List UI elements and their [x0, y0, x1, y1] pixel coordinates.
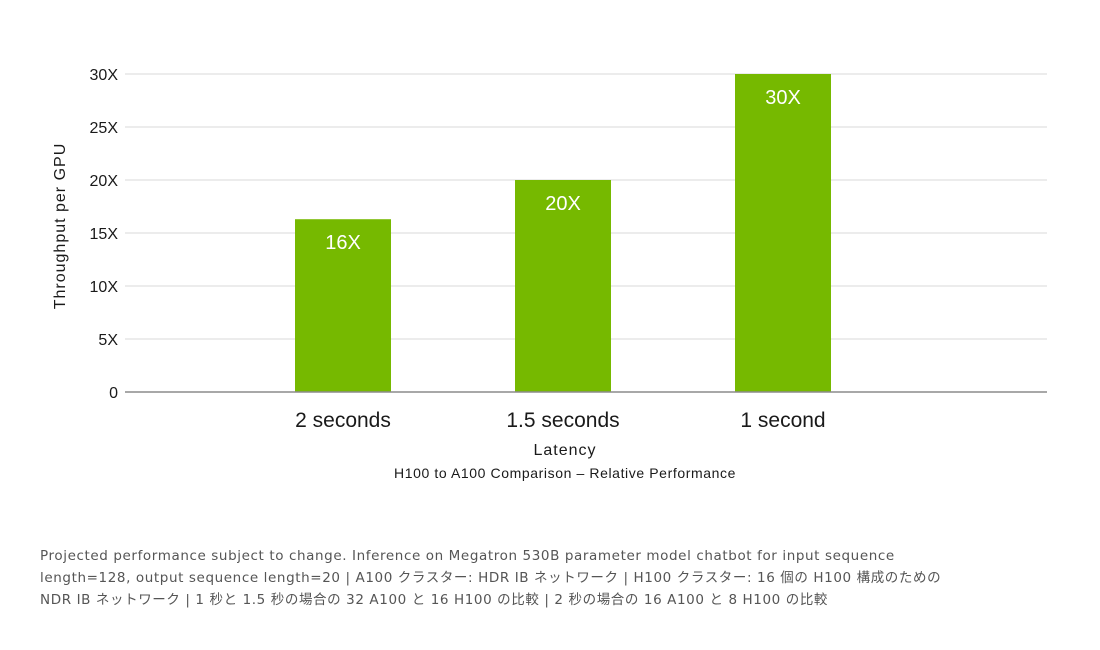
y-tick-label: 0 — [109, 385, 118, 402]
x-tick-label: 1 second — [740, 409, 825, 432]
y-tick-label: 30X — [90, 67, 119, 84]
footnote: Projected performance subject to change.… — [40, 545, 1000, 611]
bar-value-label: 20X — [545, 193, 581, 215]
bar — [735, 74, 831, 392]
footnote-line: length=128, output sequence length=20 | … — [40, 570, 942, 586]
x-axis-title: Latency — [533, 442, 596, 459]
bar-chart: 0 5X 10X 15X 20X 25X 30X 16X 20X 30X 2 seconds 1.… — [52, 67, 1047, 481]
bar-value-label: 16X — [325, 232, 361, 254]
y-tick-label: 25X — [90, 120, 119, 137]
chart-title: H100 to A100 Comparison – Relative Perfo… — [394, 465, 736, 481]
bar — [515, 180, 611, 392]
y-axis-title: Throughput per GPU — [52, 143, 69, 310]
x-axis-ticks: 2 seconds 1.5 seconds 1 second — [295, 409, 825, 432]
y-tick-label: 20X — [90, 173, 119, 190]
bars: 16X 20X 30X — [295, 74, 831, 392]
y-tick-label: 10X — [90, 279, 119, 296]
bar-value-label: 30X — [765, 87, 801, 109]
x-tick-label: 1.5 seconds — [506, 409, 619, 432]
bar — [295, 219, 391, 392]
y-tick-label: 15X — [90, 226, 119, 243]
y-tick-label: 5X — [98, 332, 118, 349]
footnote-line: Projected performance subject to change.… — [40, 548, 895, 564]
y-axis-ticks: 0 5X 10X 15X 20X 25X 30X — [90, 67, 119, 402]
footnote-line: NDR IB ネットワーク | 1 秒と 1.5 秒の場合の 32 A100 と… — [40, 592, 829, 608]
x-tick-label: 2 seconds — [295, 409, 391, 432]
